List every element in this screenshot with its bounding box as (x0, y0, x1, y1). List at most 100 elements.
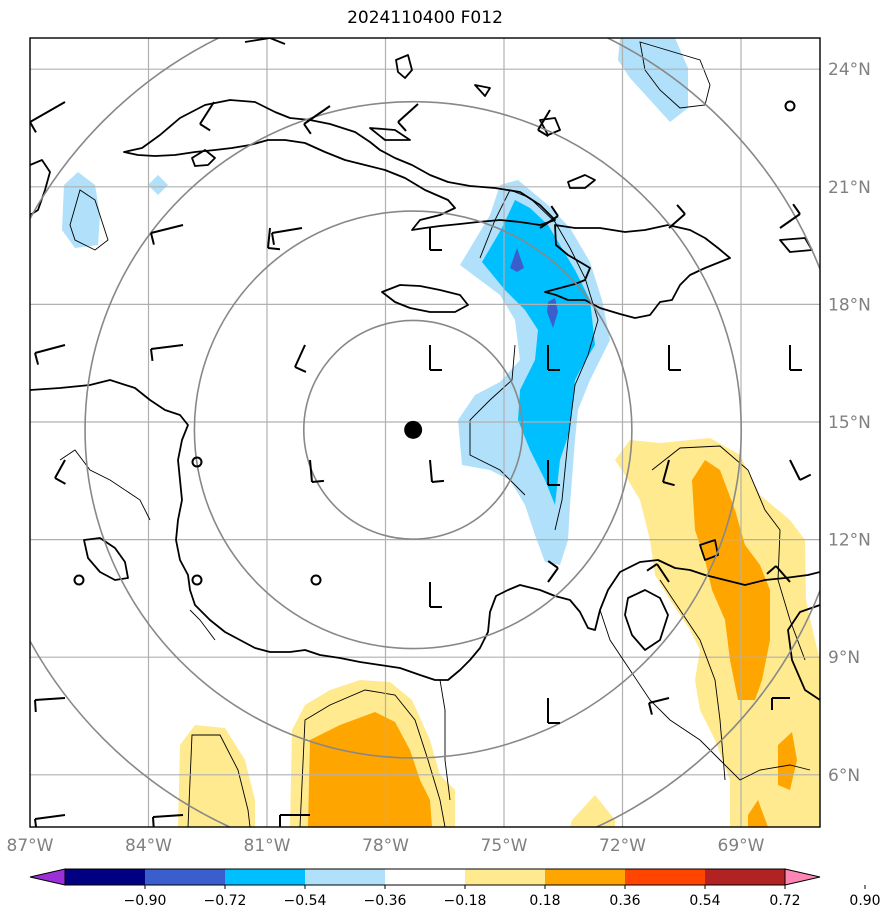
coast-yucatan (30, 159, 51, 216)
graticule (30, 38, 820, 827)
calm-wind-circle (191, 456, 203, 468)
map-title: 2024110400 F012 (347, 8, 503, 28)
wind-barb (789, 459, 812, 481)
lon-tick-label: 84°W (125, 836, 172, 856)
wind-barb (668, 204, 686, 229)
calm-wind-circle (191, 574, 203, 586)
coast-jamaica (381, 284, 469, 313)
shade-neg-018-small (148, 175, 168, 195)
shade-neg-054-b (547, 298, 558, 328)
wind-barb (34, 697, 66, 713)
colorbar-tick-label: −0.72 (204, 893, 247, 909)
wind-barb (429, 582, 442, 608)
wind-barb (397, 103, 419, 132)
colorbar-tick-label: −0.90 (124, 893, 167, 909)
coast-cuba (123, 99, 556, 231)
lat-tick-label: 9°N (828, 648, 860, 668)
colorbar-segment (225, 869, 305, 885)
shade-pos-036-sw (308, 712, 432, 827)
calm-wind-circle (784, 100, 796, 112)
wind-barb (648, 697, 670, 715)
wind-barb (547, 460, 560, 486)
colorbar-segment (705, 869, 785, 885)
wind-barb (34, 344, 66, 365)
coast-florida-keys (244, 38, 286, 45)
wind-barb (429, 345, 442, 371)
range-rings (30, 38, 820, 827)
calm-wind-circle (73, 574, 85, 586)
lat-tick-label: 6°N (828, 766, 860, 786)
wind-barb (54, 459, 66, 485)
lat-tick-label: 21°N (828, 178, 871, 198)
colorbar-segment (145, 869, 225, 885)
colorbar-tick-label: 0.18 (529, 893, 560, 909)
colorbar-tick-label: −0.54 (284, 893, 327, 909)
colorbar-tick-label: −0.18 (444, 893, 487, 909)
lon-tick-label: 72°W (599, 836, 646, 856)
lon-tick-label: 81°W (244, 836, 291, 856)
colorbar-segment (385, 869, 465, 885)
coast-bahamas-4 (567, 174, 596, 189)
coast-maracaibo (624, 589, 669, 651)
coast-central-america (30, 379, 820, 681)
wind-barb (150, 344, 184, 362)
colorbar-tick-label: −0.36 (364, 893, 407, 909)
wind-barb (547, 345, 560, 371)
borders (59, 449, 811, 801)
shade-pos-018-sw1 (178, 725, 255, 827)
colorbar-min-arrow (29, 868, 66, 886)
wind-barb (267, 227, 281, 251)
coast-south-america (787, 604, 820, 701)
coastlines (30, 38, 820, 701)
wind-barb (771, 697, 790, 710)
colorbar-segment (545, 869, 625, 885)
field-neg-018 (62, 38, 688, 565)
shade-pos-018-s (570, 795, 615, 827)
longitude-labels: 87°W 84°W 81°W 78°W 75°W 72°W 69°W (7, 836, 765, 856)
storm-center-marker (404, 420, 423, 439)
coast-bahamas-2 (474, 84, 491, 97)
wind-barb (294, 344, 307, 373)
wind-barb (34, 814, 66, 827)
colorbar-segment (65, 869, 145, 885)
wind-barb (547, 560, 559, 583)
wind-barb (303, 105, 331, 135)
wind-barb (429, 459, 445, 483)
colorbar-frame (64, 868, 786, 886)
wind-barb (199, 101, 215, 132)
colorbar-tick-label: 0.54 (689, 893, 720, 909)
coast-bahamas-5 (369, 127, 411, 141)
lat-tick-label: 24°N (828, 60, 871, 80)
field-neg-036 (482, 200, 595, 505)
shade-neg-018-west (62, 172, 100, 248)
map-frame (29, 37, 821, 828)
wind-barbs (30, 100, 812, 827)
colorbar-max-arrow (784, 868, 821, 886)
wind-barb (662, 459, 675, 487)
range-ring (302, 319, 524, 541)
lon-tick-label: 75°W (481, 836, 528, 856)
lat-tick-label: 18°N (828, 295, 871, 315)
lon-tick-label: 87°W (7, 836, 54, 856)
shade-neg-054-a (510, 248, 524, 272)
latitude-labels: 24°N 21°N 18°N 15°N 12°N 9°N 6°N (828, 60, 871, 786)
shade-pos-018-east (615, 438, 820, 827)
colorbar: −0.90 −0.72 −0.54 −0.36 −0.18 0.18 0.36 0.54 0.7… (29, 868, 881, 909)
colorbar-tick-label: 0.36 (609, 893, 640, 909)
shade-pos-036-east3 (748, 800, 768, 827)
lon-tick-label: 69°W (718, 836, 765, 856)
wind-barb (309, 459, 325, 483)
shade-pos-036-east2 (778, 732, 797, 790)
shade-neg-036 (482, 200, 595, 505)
wind-barb (537, 109, 551, 138)
lon-tick-label: 78°W (362, 836, 409, 856)
range-ring (193, 210, 633, 650)
contour-lines (69, 41, 806, 827)
wind-barb (789, 345, 802, 371)
field-neg-054 (510, 248, 558, 328)
wind-barb (150, 224, 184, 245)
shade-pos-036-east (692, 460, 770, 700)
wind-barb (30, 101, 66, 133)
wind-barb (668, 345, 681, 371)
